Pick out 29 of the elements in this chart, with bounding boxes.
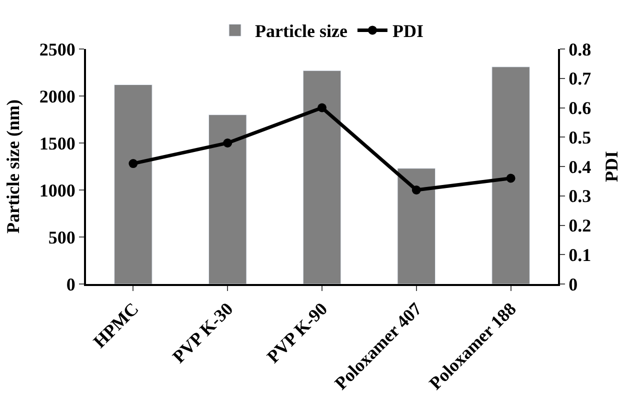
y-axis-title: Particle size (nm) — [3, 100, 24, 234]
point — [128, 159, 138, 168]
y-tick-label: 1500 — [39, 133, 76, 154]
legend-label: Particle size — [255, 21, 348, 42]
bar — [114, 84, 152, 284]
point — [318, 103, 326, 112]
bar — [397, 168, 436, 284]
y-tick-label: 0 — [66, 274, 76, 294]
bar — [208, 114, 247, 284]
y2-tick-label: 0.1 — [568, 244, 592, 265]
y-tick-label: 1000 — [39, 180, 76, 200]
y2-tick-label: 0.5 — [568, 127, 592, 148]
y2-tick-label: 0 — [568, 274, 578, 294]
y2-tick-label: 0.7 — [568, 68, 592, 89]
point — [506, 174, 516, 183]
point — [412, 186, 421, 194]
legend-label: PDI — [392, 21, 424, 42]
y2-tick-label: 0.8 — [568, 39, 592, 60]
y2-tick-label: 0.6 — [568, 98, 592, 118]
y2-tick-label: 0.2 — [568, 216, 592, 236]
bar — [492, 66, 530, 284]
y-tick-label: 500 — [48, 227, 76, 248]
y2-tick-label: 0.3 — [568, 186, 592, 206]
y-tick-label: 2500 — [39, 39, 76, 60]
y2-axis-title: PDI — [602, 151, 622, 182]
bar — [302, 70, 342, 284]
y-tick-label: 2000 — [39, 86, 76, 106]
point — [223, 138, 232, 148]
y2-tick-label: 0.4 — [568, 156, 592, 177]
